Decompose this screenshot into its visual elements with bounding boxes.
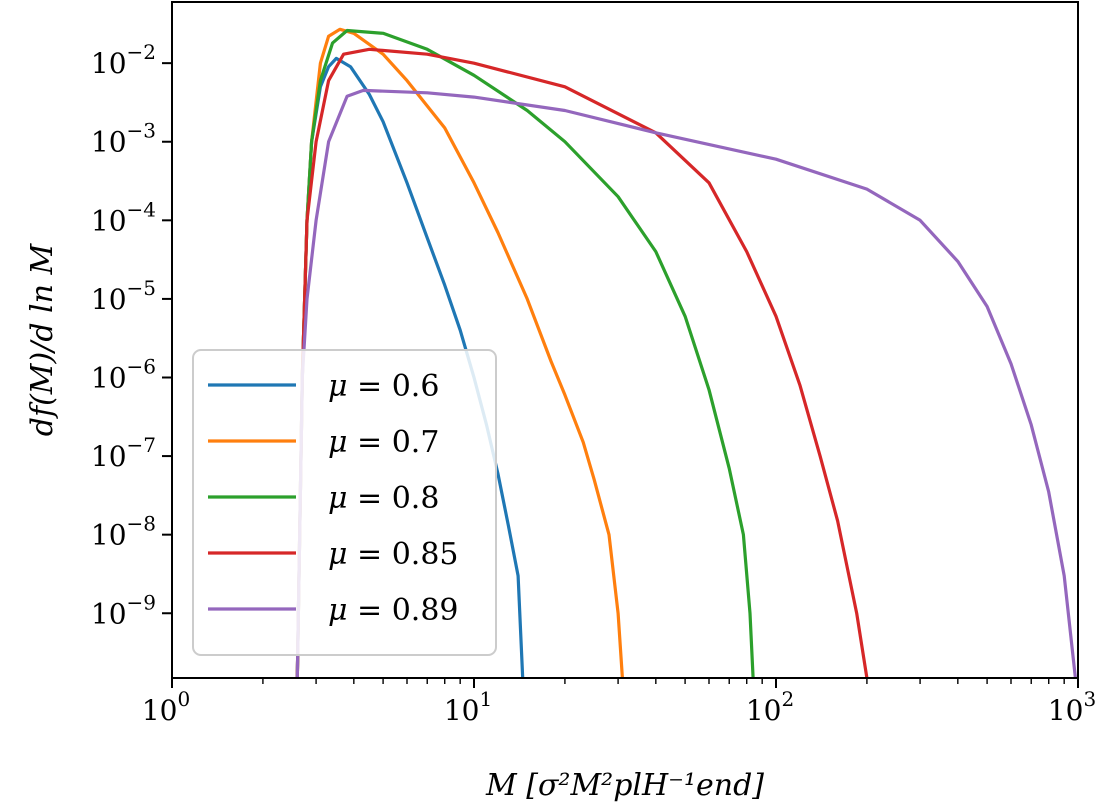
x-tick-label-2: 102: [746, 687, 794, 727]
legend-label-0: μ = 0.6: [328, 369, 439, 404]
series-line-3: [295, 47, 869, 678]
ticks-layer: 100 101 102 103 10−9 10−8 10−7 10−6 10−5 10−4 10−3…: [91, 40, 1096, 727]
y-tick-label-5: 10−4: [91, 197, 156, 237]
x-tick-label-3: 103: [1048, 687, 1096, 727]
legend-label-1: μ = 0.7: [328, 425, 439, 460]
legend-label-4: μ = 0.89: [328, 593, 459, 628]
x-tick-label-1: 101: [444, 687, 492, 727]
series-line-4: [295, 88, 1077, 678]
y-tick-label-1: 10−8: [91, 512, 156, 552]
y-tick-label-6: 10−3: [91, 119, 156, 159]
series-line-2: [295, 28, 755, 678]
y-tick-label-0: 10−9: [91, 590, 156, 630]
legend: μ = 0.6 μ = 0.7 μ = 0.8 μ = 0.85 μ = 0.89: [192, 349, 497, 656]
legend-frame: [192, 349, 497, 656]
y-tick-label-4: 10−5: [91, 276, 156, 316]
y-tick-label-3: 10−6: [91, 354, 156, 394]
x-tick-label-0: 100: [142, 687, 190, 727]
legend-label-2: μ = 0.8: [328, 481, 439, 516]
y-tick-label-7: 10−2: [91, 40, 156, 80]
y-tick-label-2: 10−7: [91, 433, 156, 473]
plot-frame: [171, 1, 1079, 679]
y-axis-label: df(M)/d ln M: [25, 242, 60, 436]
legend-label-3: μ = 0.85: [328, 537, 459, 572]
x-axis-label: M [σ²M²plH⁻¹end]: [485, 768, 764, 803]
